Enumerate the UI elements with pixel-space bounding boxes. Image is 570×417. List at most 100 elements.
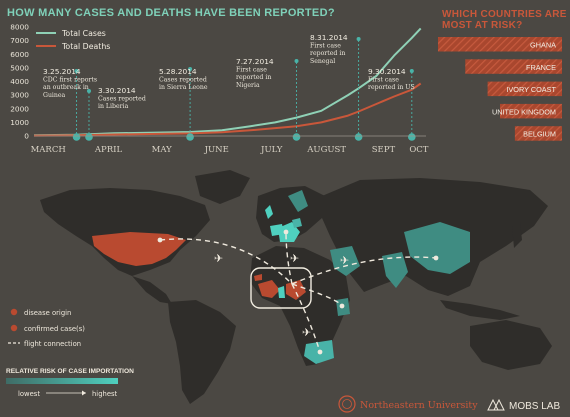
- west-africa-disease-origin: [258, 280, 280, 298]
- month-label: AUGUST: [306, 145, 346, 155]
- disease-origin-label: disease origin: [24, 309, 71, 317]
- annotation-text: CDC first reports: [43, 77, 97, 84]
- y-axis: 0 1000 2000 3000 4000 5000 6000 7000 8000: [10, 23, 29, 141]
- annotation-text: Cases reported: [159, 77, 207, 84]
- y-tick-label: 6000: [10, 50, 29, 59]
- disease-origin-swatch: [10, 308, 18, 316]
- annotation-date: 3.25.2014: [43, 67, 81, 76]
- airplane-icon: ✈: [214, 252, 223, 265]
- ghana-risk-area: [278, 286, 285, 298]
- series-lines: [33, 27, 422, 137]
- risk-bars: GHANA FRANCE IVORY COAST UNITED KINGDOM BELG…: [438, 37, 562, 141]
- month-label: SEPT: [372, 145, 396, 155]
- annotation-text: First case: [236, 67, 267, 74]
- flight-connections: [159, 231, 437, 353]
- airplane-icon: ✈: [290, 252, 299, 265]
- scandinavia-risk-area: [288, 190, 308, 212]
- airplane-icon: ✈: [340, 254, 349, 267]
- africa-landmass: [250, 246, 350, 366]
- legend-deaths-label: Total Deaths: [61, 42, 110, 51]
- y-tick-label: 4000: [10, 77, 29, 86]
- relative-risk-gradient: [6, 378, 118, 384]
- risk-country-label: FRANCE: [526, 63, 556, 72]
- annotation-dot: [409, 69, 414, 73]
- annotation-date: 7.27.2014: [236, 57, 274, 66]
- risk-title-line2: MOST AT RISK?: [442, 20, 523, 31]
- risk-lowest-label: lowest: [18, 390, 40, 398]
- y-tick-label: 3000: [10, 91, 29, 100]
- risk-bar: [465, 59, 562, 74]
- airplane-icon: ✈: [302, 326, 311, 339]
- month-label: JULY: [260, 145, 283, 155]
- flight-westafrica-eastafrica: [291, 283, 343, 307]
- south-america-landmass: [168, 300, 236, 404]
- confirmed-cases-label: confirmed case(s): [24, 325, 85, 333]
- footer: Northeastern University MOBS LAB: [338, 395, 560, 413]
- annotation-dot: [356, 37, 361, 41]
- flight-westafrica-asia: [291, 256, 437, 285]
- usa-confirmed-cases: [92, 232, 186, 266]
- mobs-lab-logo-icon: [487, 398, 505, 411]
- risk-bar: [514, 126, 562, 141]
- y-tick-label: 2000: [10, 104, 29, 113]
- annotation-date: 3.30.2014: [98, 86, 136, 95]
- annotation-text: reported in US: [368, 84, 415, 91]
- annotation-text: First case: [368, 77, 399, 84]
- month-label: APRIL: [94, 145, 123, 155]
- arabia-risk-area: [270, 224, 284, 236]
- risk-highest-label: highest: [92, 390, 118, 398]
- senegal-confirmed-cases: [254, 274, 262, 281]
- uk-risk-area: [265, 205, 273, 219]
- annotation-text: Guinea: [43, 92, 66, 99]
- chart-title: HOW MANY CASES AND DEATHS HAVE BEEN REPO…: [7, 7, 335, 19]
- risk-country-label: UNITED KINGDOM: [492, 107, 556, 116]
- risk-title-line1: WHICH COUNTRIES ARE: [442, 9, 567, 20]
- annotation-marker: [354, 133, 363, 141]
- annotation-text: reported in: [310, 50, 345, 57]
- total-cases-line: [33, 27, 422, 137]
- china-risk-area: [404, 222, 470, 274]
- y-tick-label: 5000: [10, 63, 29, 72]
- indonesia-landmass: [440, 300, 520, 320]
- y-tick-label: 7000: [10, 36, 29, 45]
- university-name: Northeastern University: [360, 400, 478, 411]
- flight-us-westafrica: [159, 238, 293, 285]
- legend-cases-label: Total Cases: [61, 29, 106, 38]
- annotation-date: 5.28.2014: [159, 67, 197, 76]
- annotation-text: reported in: [236, 74, 271, 81]
- annotation-marker: [72, 133, 81, 141]
- annotation-dot: [86, 89, 91, 93]
- mobs-lab-name: MOBS LAB: [509, 401, 560, 412]
- risk-bar: [487, 81, 562, 97]
- japan-landmass: [512, 222, 522, 248]
- flight-westafrica-europe: [285, 231, 293, 285]
- nigeria-confirmed-cases: [286, 280, 306, 300]
- risk-scale-arrow-icon: [82, 390, 86, 396]
- flight-connection-label: flight connection: [24, 340, 81, 348]
- annotation-marker: [292, 133, 301, 141]
- annotation-marker: [186, 133, 194, 141]
- west-africa-focus-box: [250, 267, 312, 309]
- month-label: MAY: [152, 145, 172, 155]
- annotation-date: 9.30.2014: [368, 67, 406, 76]
- annotation-date: 8.31.2014: [310, 33, 348, 42]
- confirmed-cases-swatch: [10, 324, 18, 332]
- risk-country-label: BELGIUM: [523, 130, 556, 139]
- annotation-text: an outbreak in: [43, 84, 89, 91]
- annotation-dot: [74, 69, 79, 73]
- greenland-landmass: [195, 170, 250, 204]
- x-axis: MARCH APRIL MAY JUNE JULY AUGUST SEPT OCT: [31, 135, 429, 155]
- india-risk-area: [382, 252, 408, 288]
- annotation-dot: [294, 59, 299, 63]
- month-label: JUNE: [204, 145, 229, 155]
- annotation-text: Senegal: [310, 58, 335, 65]
- annotation-text: First case: [310, 43, 341, 50]
- month-label: OCT: [409, 145, 428, 155]
- annotation-text: in Liberia: [98, 103, 129, 110]
- risk-bar: [500, 103, 562, 119]
- risk-bar: [438, 37, 562, 52]
- flight-westafrica-southafrica: [291, 283, 321, 353]
- annotation-text: Nigeria: [236, 82, 260, 89]
